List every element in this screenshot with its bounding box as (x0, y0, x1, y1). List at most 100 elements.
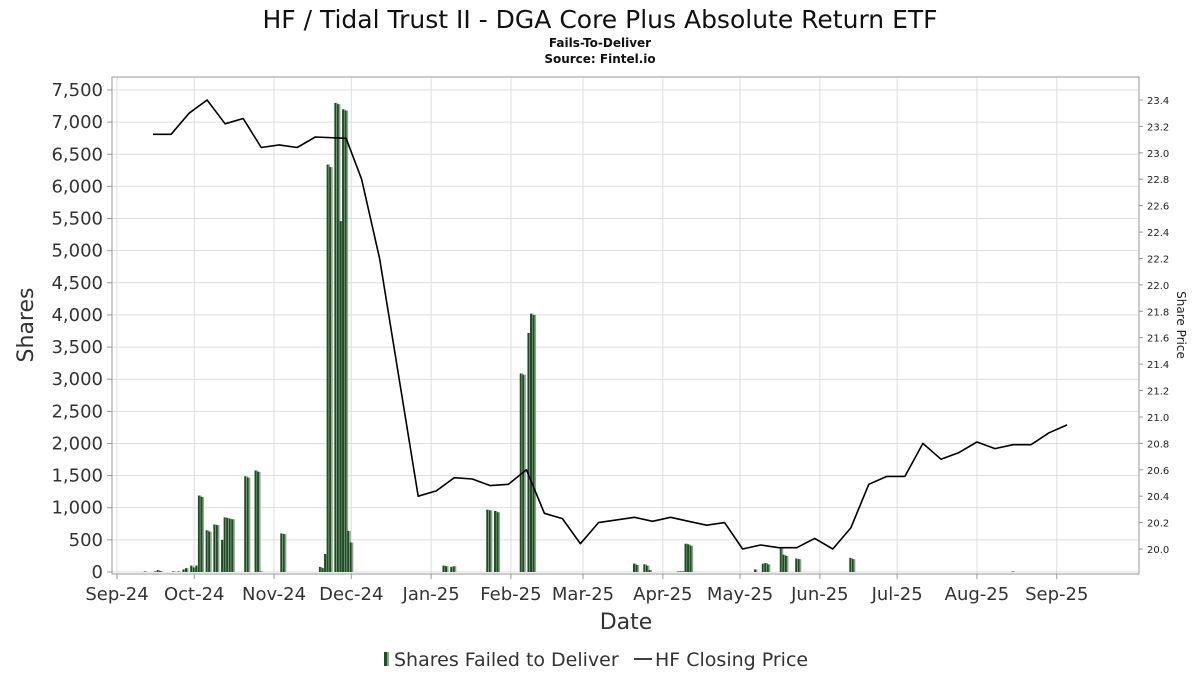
x-axis-title: Date (600, 610, 653, 635)
x-tick-label: Nov-24 (242, 584, 306, 605)
ftd-bar-shade (786, 555, 789, 572)
ftd-bar-face (530, 313, 533, 572)
x-tick-label: Oct-24 (164, 584, 225, 605)
ftd-bar-shade (498, 512, 501, 572)
ftd-bar-face (347, 530, 350, 572)
ftd-bar-face (321, 568, 324, 572)
ftd-bar (282, 534, 287, 572)
ftd-bar-face (324, 554, 327, 572)
y-tick-label: 5,000 (51, 241, 103, 262)
y2-tick-label: 22.6 (1147, 202, 1169, 213)
ftd-bar (259, 571, 264, 572)
ftd-bar-face (648, 570, 651, 572)
ftd-bar-shade (637, 564, 640, 572)
ftd-bar-face (797, 559, 800, 572)
ftd-bar-face (532, 314, 535, 572)
legend-ftd-swatch-dark (384, 652, 387, 666)
ftd-bar-face (185, 568, 188, 572)
ftd-bar-face (192, 567, 195, 572)
ftd-bar-face (754, 569, 757, 572)
y-tick-label: 2,000 (51, 433, 103, 454)
ftd-bar-face (761, 563, 764, 572)
ftd-bar (208, 531, 212, 572)
x-axis-ticks: Sep-24 Oct-24 Nov-24 Dec-24 Jan-25 Feb-25 Mar-… (85, 574, 1088, 605)
legend-price-label: HF Closing Price (655, 649, 808, 671)
ftd-bar-shade (691, 545, 694, 572)
ftd-bar-shade (534, 314, 537, 572)
ftd-bar (488, 510, 493, 572)
ftd-bar (159, 571, 163, 572)
ftd-bar-face (257, 471, 260, 572)
y-tick-label: 6,500 (51, 144, 103, 165)
y2-tick-label: 22.0 (1147, 281, 1169, 292)
y2-axis-ticks: 20.0 20.2 20.4 20.6 20.8 21.0 21.2 21.4 21.6 21.8… (1139, 96, 1169, 556)
ftd-bar-shade (179, 571, 181, 572)
ftd-bar-face (259, 571, 262, 572)
plot-frame (111, 76, 1140, 575)
ftd-bar-shade (799, 559, 802, 572)
ftd-bar-shade (284, 534, 287, 572)
y2-tick-label: 20.8 (1147, 439, 1169, 450)
ftd-bar-face (519, 373, 522, 572)
chart-source: Source: Fintel.io (544, 52, 655, 66)
ftd-bar (452, 566, 457, 572)
ftd-bar (754, 569, 758, 572)
ftd-bar-face (679, 571, 682, 572)
ftd-bar (648, 570, 652, 572)
y-tick-label: 4,500 (51, 273, 103, 294)
ftd-bar-face (522, 374, 525, 572)
ftd-bar-shade (217, 525, 220, 572)
ftd-bar-shade (756, 569, 758, 572)
ftd-bar-shade (650, 570, 652, 572)
ftd-bar (200, 496, 204, 572)
ftd-bar-shade (174, 571, 176, 572)
y2-tick-label: 20.2 (1147, 519, 1169, 530)
ftd-bar-shade (233, 519, 235, 572)
y2-tick-label: 21.4 (1147, 360, 1169, 371)
y2-tick-label: 23.0 (1147, 149, 1169, 160)
ftd-bar-face (450, 566, 453, 572)
ftd-bar-face (635, 564, 638, 572)
plot-area (112, 77, 1139, 574)
ftd-bar-shade (145, 571, 148, 572)
ftd-bar-face (645, 565, 648, 572)
y2-tick-label: 21.2 (1147, 387, 1169, 398)
chart-title: HF / Tidal Trust II - DGA Core Plus Abso… (262, 5, 937, 34)
ftd-bar-face (336, 104, 339, 572)
ftd-bar-face (159, 571, 162, 572)
ftd-bar-face (849, 557, 852, 572)
ftd-bar (766, 564, 771, 572)
ftd-bar-shade (768, 564, 771, 572)
ftd-bar-shade (210, 531, 212, 572)
y-tick-label: 7,500 (51, 80, 103, 101)
y2-tick-label: 21.8 (1147, 307, 1169, 318)
ftd-bar-face (496, 512, 499, 572)
y-tick-label: 1,000 (51, 498, 103, 519)
x-tick-label: Apr-25 (633, 584, 692, 605)
ftd-bar (784, 555, 789, 572)
ftd-bar (349, 542, 354, 572)
ftd-bar (257, 471, 261, 572)
ftd-bar-face (143, 571, 146, 572)
y-tick-label: 500 (69, 530, 103, 551)
ftd-bar (177, 571, 181, 572)
y2-tick-label: 22.2 (1147, 254, 1169, 265)
ftd-bar-shade (161, 571, 163, 572)
ftd-bar (1011, 571, 1015, 572)
y2-tick-label: 21.6 (1147, 334, 1169, 345)
ftd-bar-face (676, 571, 679, 572)
x-tick-label: Sep-24 (85, 584, 148, 605)
ftd-bar-face (1011, 571, 1014, 572)
ftd-bar-face (527, 332, 530, 572)
ftd-bar-face (221, 539, 224, 572)
y-tick-label: 0 (92, 562, 103, 583)
ftd-bar-face (766, 564, 769, 572)
ftd-bar-face (689, 545, 692, 572)
ftd-bar-shade (1013, 571, 1015, 572)
x-tick-label: Feb-25 (480, 584, 541, 605)
y2-tick-label: 20.0 (1147, 545, 1169, 556)
ftd-bar-face (643, 564, 646, 572)
ftd-bar-shade (853, 559, 856, 572)
ftd-bar-shade (202, 496, 204, 572)
